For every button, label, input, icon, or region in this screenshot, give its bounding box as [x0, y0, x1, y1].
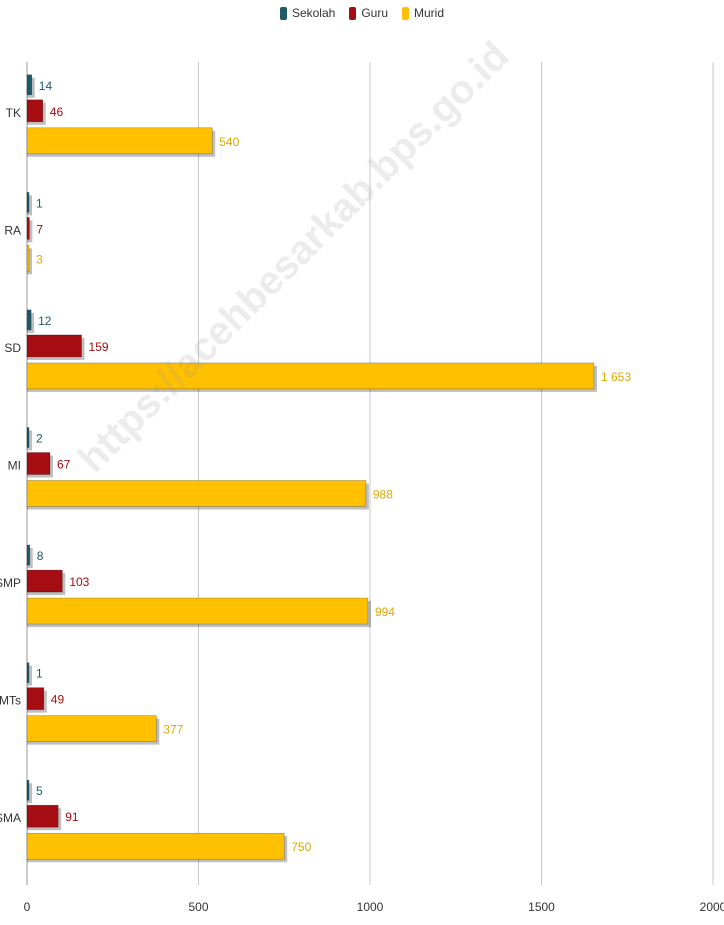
legend-item-guru: Guru	[349, 6, 388, 20]
data-label-guru-ra: 7	[36, 222, 43, 236]
category-label-mi: MI	[8, 459, 21, 473]
bar-guru-ra	[26, 217, 30, 240]
data-label-guru-smp: 103	[69, 575, 89, 589]
bar-shadow-guru-ra	[27, 220, 33, 243]
bar-murid-ra	[26, 245, 30, 272]
category-label-tk: TK	[6, 106, 21, 120]
bar-guru-mts	[26, 687, 45, 710]
data-label-sekolah-mts: 1	[36, 667, 43, 681]
x-tick-label-2000: 2000	[700, 900, 724, 914]
bar-murid-mts	[26, 715, 157, 742]
bar-shadow-sekolah-mts	[27, 665, 32, 686]
data-label-murid-tk: 540	[219, 135, 239, 149]
legend-swatch-sekolah	[279, 6, 287, 20]
data-label-murid-mts: 377	[163, 723, 183, 737]
data-label-murid-sma: 750	[291, 840, 311, 854]
data-label-sekolah-tk: 14	[39, 79, 53, 93]
legend-swatch-guru	[349, 6, 357, 20]
bar-murid-sd	[26, 362, 595, 390]
data-label-sekolah-mi: 2	[36, 432, 43, 446]
bar-guru-tk	[26, 99, 44, 123]
bar-shadow-sekolah-mi	[27, 430, 32, 451]
data-label-murid-smp: 994	[375, 605, 395, 619]
bar-guru-sd	[26, 334, 82, 358]
legend-label-guru: Guru	[361, 6, 389, 20]
data-label-guru-sma: 91	[65, 810, 79, 824]
data-label-murid-mi: 988	[373, 488, 393, 502]
legend-label-sekolah: Sekolah	[291, 6, 336, 20]
bar-sekolah-sma	[26, 779, 30, 801]
bar-guru-mi	[26, 452, 51, 475]
legend: Sekolah Guru Murid	[0, 6, 724, 20]
category-label-sd: SD	[4, 341, 21, 355]
data-label-sekolah-sd: 12	[38, 314, 52, 328]
category-label-mts: MTs	[0, 694, 21, 708]
x-tick-label-1500: 1500	[528, 900, 555, 914]
data-label-guru-sd: 159	[89, 340, 109, 354]
data-label-guru-tk: 46	[50, 105, 64, 119]
bar-sekolah-ra	[26, 192, 30, 213]
bar-murid-tk	[26, 127, 213, 155]
data-label-guru-mi: 67	[57, 458, 71, 472]
data-label-guru-mts: 49	[51, 693, 65, 707]
bar-murid-sma	[26, 832, 285, 860]
data-label-sekolah-ra: 1	[36, 196, 43, 210]
bar-sekolah-sd	[26, 309, 32, 331]
legend-swatch-murid	[402, 6, 410, 20]
category-label-sma: SMA	[0, 811, 21, 825]
data-label-sekolah-sma: 5	[36, 784, 43, 798]
bar-shadow-sekolah-sma	[27, 783, 32, 804]
bar-guru-smp	[26, 569, 63, 593]
bar-murid-smp	[26, 597, 369, 625]
bar-sekolah-mts	[26, 662, 30, 683]
x-tick-label-0: 0	[24, 900, 31, 914]
legend-item-murid: Murid	[402, 6, 444, 20]
legend-label-murid: Murid	[414, 6, 445, 20]
data-label-murid-ra: 3	[36, 252, 43, 266]
bar-murid-mi	[26, 480, 367, 507]
bar-sekolah-mi	[26, 427, 30, 448]
data-label-murid-sd: 1 653	[601, 370, 631, 384]
bar-shadow-murid-ra	[27, 248, 32, 275]
x-tick-label-500: 500	[188, 900, 208, 914]
data-label-sekolah-smp: 8	[37, 549, 44, 563]
category-label-smp: SMP	[0, 576, 21, 590]
bar-shadow-sekolah-ra	[27, 195, 32, 216]
bar-guru-sma	[26, 804, 59, 828]
x-tick-label-1000: 1000	[357, 900, 384, 914]
bar-shadow-sekolah-smp	[27, 548, 33, 569]
bar-sekolah-smp	[26, 544, 31, 566]
bar-sekolah-tk	[26, 74, 33, 96]
legend-item-sekolah: Sekolah	[279, 6, 336, 20]
category-label-ra: RA	[4, 223, 21, 237]
